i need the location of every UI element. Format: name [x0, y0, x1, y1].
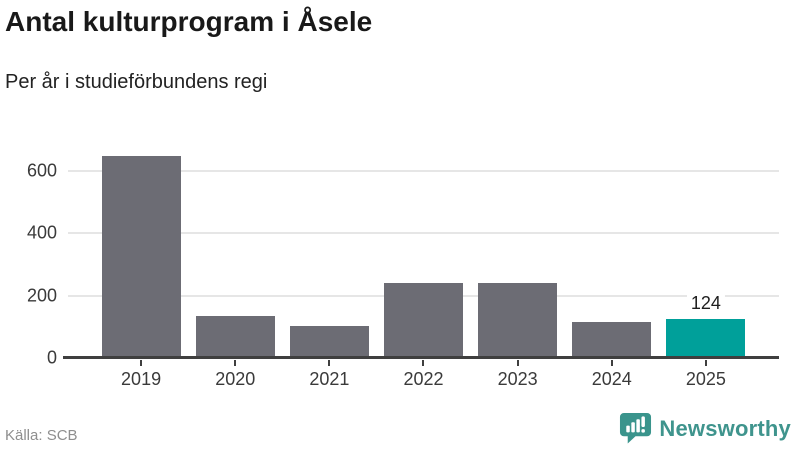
gridline-400	[68, 232, 779, 235]
chart-subtitle: Per år i studieförbundens regi	[5, 71, 268, 93]
x-slot-2019: 2019	[94, 360, 188, 390]
x-slot-2023: 2023	[471, 360, 565, 390]
x-slot-2025: 2025	[659, 360, 753, 390]
bar-2025	[666, 319, 746, 358]
y-tick-label-600: 600	[26, 160, 57, 181]
bars-row: 124	[68, 140, 779, 358]
x-tick-label-2022: 2022	[403, 369, 444, 389]
source-caption: Källa: SCB	[5, 427, 78, 444]
x-tick-label-2025: 2025	[685, 369, 726, 389]
x-tick-label-2019: 2019	[121, 369, 162, 389]
bar-slot-2025: 124	[659, 140, 753, 358]
bar-slot-2021	[282, 140, 376, 358]
bar-2020	[195, 316, 275, 358]
gridline-600	[68, 170, 779, 173]
bar-slot-2024	[565, 140, 659, 358]
y-tick-label-0: 0	[46, 347, 57, 368]
bar-slot-2019	[94, 140, 188, 358]
bar-slot-2022	[376, 140, 470, 358]
bar-2021	[289, 326, 369, 358]
bar-2024	[572, 322, 652, 358]
plot-area: 0 200 400 600 124	[27, 140, 779, 368]
x-tick-label-2024: 2024	[591, 369, 632, 389]
chart-title: Antal kulturprogram i Åsele	[5, 6, 373, 37]
bar-value-label-2025: 124	[686, 293, 725, 315]
y-tick-label-200: 200	[26, 285, 57, 306]
bar-2022	[383, 282, 463, 358]
x-axis: 2019 2020 2021 2022 2023 2024 2025	[68, 360, 779, 390]
x-tick-2023	[516, 360, 519, 366]
bar-2019	[101, 155, 181, 358]
y-tick-label-400: 400	[26, 222, 57, 243]
x-tick-label-2020: 2020	[215, 369, 256, 389]
bar-slot-2023	[471, 140, 565, 358]
x-tick-2020	[234, 360, 237, 366]
x-tick-2024	[610, 360, 613, 366]
x-slot-2020: 2020	[188, 360, 282, 390]
x-axis-line	[63, 356, 779, 359]
newsworthy-bubble-barchart-icon	[620, 412, 652, 444]
newsworthy-wordmark: Newsworthy	[659, 415, 791, 441]
x-slot-2021: 2021	[282, 360, 376, 390]
x-tick-label-2021: 2021	[309, 369, 350, 389]
newsworthy-logo: Newsworthy	[619, 412, 791, 445]
bar-2023	[478, 282, 558, 358]
x-tick-2019	[140, 360, 143, 366]
x-tick-2021	[328, 360, 331, 366]
x-slot-2022: 2022	[376, 360, 470, 390]
bar-slot-2020	[188, 140, 282, 358]
x-tick-label-2023: 2023	[497, 369, 538, 389]
x-tick-2022	[422, 360, 425, 366]
x-slot-2024: 2024	[565, 360, 659, 390]
x-tick-2025	[704, 360, 707, 366]
